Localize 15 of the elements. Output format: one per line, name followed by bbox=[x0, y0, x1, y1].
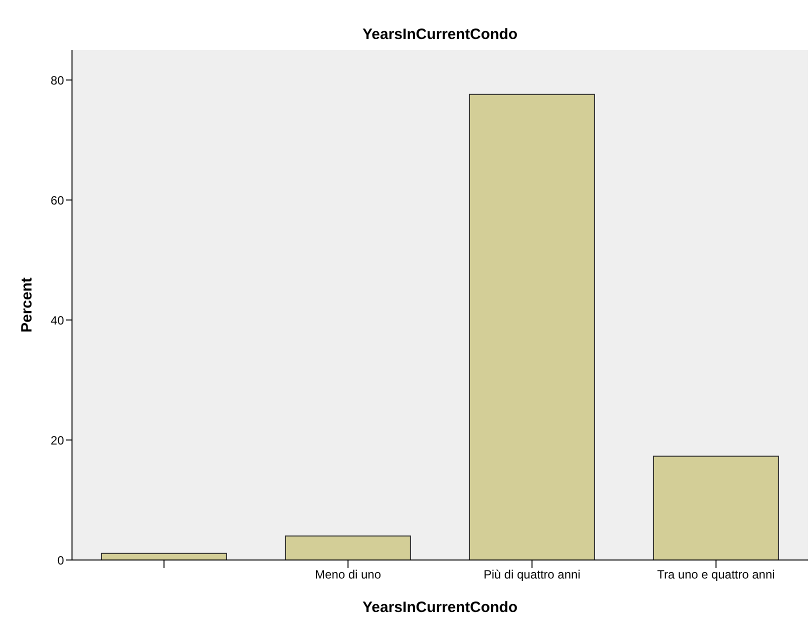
chart-title: YearsInCurrentCondo bbox=[361, 26, 519, 43]
bar bbox=[100, 552, 227, 560]
x-tick-label: Meno di uno bbox=[314, 568, 382, 582]
x-tick-label: Più di quattro anni bbox=[484, 568, 580, 582]
x-tick-label: Tra uno e quattro anni bbox=[657, 568, 775, 582]
y-tick-label: 20 bbox=[50, 433, 64, 448]
y-axis-title: Percent bbox=[18, 277, 36, 333]
y-tick-label: 60 bbox=[50, 193, 64, 208]
y-tick-label: 80 bbox=[50, 73, 64, 88]
bar bbox=[652, 456, 779, 560]
x-axis-title: YearsInCurrentCondo bbox=[362, 599, 518, 616]
bar bbox=[468, 94, 595, 560]
y-tick-label: 40 bbox=[50, 313, 64, 328]
y-tick-label: 0 bbox=[57, 553, 64, 568]
bar bbox=[284, 536, 411, 560]
